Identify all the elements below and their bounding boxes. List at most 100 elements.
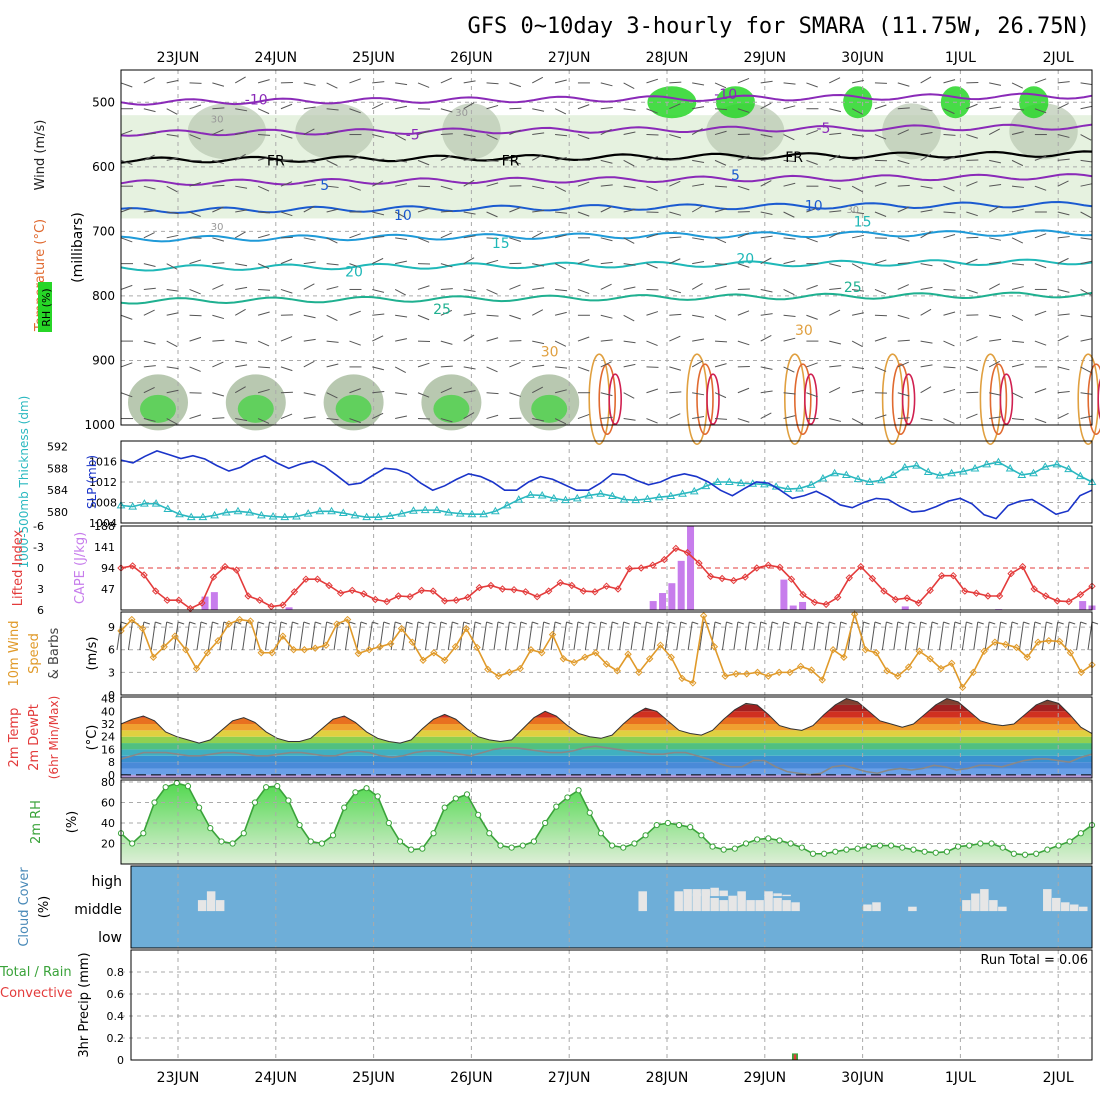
thickness-line-point xyxy=(420,505,430,514)
wind-barb xyxy=(806,362,818,368)
surface-wind-barb xyxy=(424,621,430,651)
wind-barb xyxy=(212,129,224,136)
wind-barb xyxy=(692,392,705,396)
surface-wind-barb-flag xyxy=(669,621,676,625)
lifted-index-line-point xyxy=(1053,597,1062,605)
wind-barb xyxy=(600,159,613,164)
surface-wind-barb xyxy=(938,621,944,651)
wind-speed-line-point xyxy=(1055,637,1064,646)
date-label-top: 29JUN xyxy=(743,50,786,66)
lifted-index-line-point xyxy=(1076,590,1085,599)
rh2m-ylabel-1: 2m RH xyxy=(29,800,44,844)
wind-barb xyxy=(326,131,339,136)
wind-barb xyxy=(326,418,339,421)
wind-barb xyxy=(897,392,910,397)
wind-barb xyxy=(989,392,1002,396)
cloud-bar-high xyxy=(764,894,773,897)
cloud-bar-middle xyxy=(746,900,755,912)
wind-barb xyxy=(691,360,703,368)
wind-barb xyxy=(235,263,248,267)
wind-barb xyxy=(440,210,453,213)
date-label-top: 28JUN xyxy=(646,50,689,66)
wind-barb xyxy=(989,82,1002,86)
wind-barb xyxy=(212,206,224,213)
temperature-band xyxy=(121,736,1092,744)
date-label-bottom: 1JUL xyxy=(945,1070,976,1086)
wind-barb xyxy=(988,128,1001,135)
surface-wind-barb-flag xyxy=(474,621,482,625)
lifted-index-line-point xyxy=(602,582,611,590)
wind-barb xyxy=(372,390,385,394)
lifted-index-line-point xyxy=(1030,585,1038,593)
wind-barb xyxy=(829,232,841,239)
surface-wind-barb xyxy=(1041,621,1047,651)
lifted-index-line-point xyxy=(649,561,657,569)
surface-wind-barb xyxy=(813,621,819,651)
rh2m-line-point xyxy=(396,838,404,845)
wind-barb xyxy=(463,179,475,187)
lifted-index-line-point xyxy=(452,596,460,604)
wind-barb xyxy=(623,340,636,344)
wind-barb xyxy=(760,134,773,138)
wind-barb xyxy=(395,159,408,163)
lifted-index-tick-label: 0 xyxy=(37,562,44,575)
wind-barb xyxy=(760,257,772,265)
wind-barb xyxy=(943,388,956,394)
wind-barb xyxy=(257,418,270,424)
wind-speed-line-point xyxy=(991,638,999,646)
chart-title: GFS 0~10day 3-hourly for SMARA (11.75W, … xyxy=(467,14,1090,39)
wind-speed-line-point xyxy=(1023,653,1031,661)
wind-barb xyxy=(851,418,863,425)
warm-isotherm xyxy=(696,363,714,435)
wind-barb xyxy=(1011,314,1024,321)
temperature-band xyxy=(121,724,1092,731)
rh2m-line-point xyxy=(486,830,493,837)
wind-speed-line-point xyxy=(764,672,773,680)
wind-barb xyxy=(623,392,635,399)
wind-barb xyxy=(783,105,796,110)
temperature-band xyxy=(121,717,1092,724)
wind-barb xyxy=(234,231,246,239)
surface-wind-barb-flag xyxy=(383,621,390,625)
lifted-index-line-point xyxy=(371,595,380,604)
precip-tick-label: 0 xyxy=(117,1054,124,1067)
wind-barb xyxy=(303,106,316,110)
wind-barb xyxy=(829,418,842,422)
wind-barb xyxy=(532,132,545,136)
cape-tick-label: 141 xyxy=(94,541,115,554)
thickness-ylabel: 1000-500mb Thickness (dm) xyxy=(17,396,31,569)
thickness-line-point xyxy=(1064,464,1073,473)
surface-wind-barb-flag xyxy=(303,621,310,625)
wind-barb xyxy=(989,184,1002,187)
rh2m-line-point xyxy=(888,842,895,849)
temp-ylabel-2: 2m DewPt xyxy=(27,704,42,771)
date-label-top: 30JUN xyxy=(841,50,884,66)
wind-barb xyxy=(829,185,842,190)
wind-speed-line-point xyxy=(1077,668,1085,677)
thickness-line-point xyxy=(666,491,676,500)
temperature-band xyxy=(121,698,1092,705)
thickness-line-point xyxy=(455,509,465,517)
lifted-index-line-point xyxy=(140,571,148,579)
lifted-index-line-point xyxy=(556,578,564,587)
cape-tick-label: 94 xyxy=(101,562,115,575)
wind-barb xyxy=(440,309,453,316)
surface-wind-barb xyxy=(801,621,807,651)
wind-barb xyxy=(532,340,545,345)
wind-barb xyxy=(189,288,201,295)
lifted-index-line-point xyxy=(244,592,252,600)
surface-wind-barb xyxy=(996,621,1002,651)
surface-wind-barb xyxy=(824,621,830,651)
rh2m-line-point xyxy=(329,832,337,839)
wind-barb xyxy=(189,134,201,140)
wind-barb xyxy=(897,159,910,165)
wind-barb xyxy=(783,134,795,141)
wind-barb xyxy=(326,314,338,321)
temperature-band xyxy=(121,711,1092,718)
date-label-bottom: 26JUN xyxy=(450,1070,493,1086)
rh2m-line-point xyxy=(675,821,683,829)
surface-wind-barb-flag xyxy=(977,621,984,625)
wind-barb xyxy=(1080,314,1093,318)
temperature-tick-label: 24 xyxy=(101,731,115,744)
rh2m-line-point xyxy=(843,846,850,853)
